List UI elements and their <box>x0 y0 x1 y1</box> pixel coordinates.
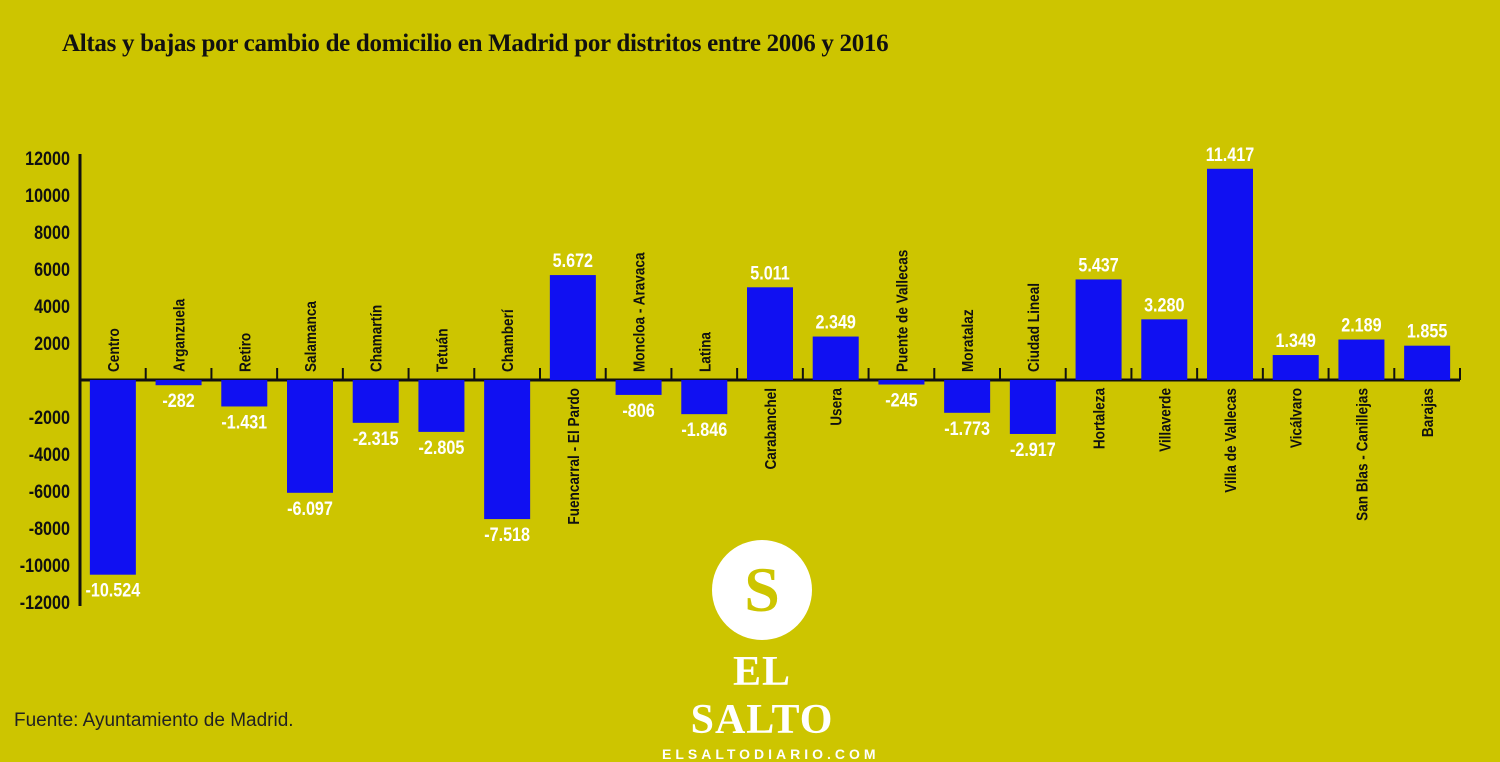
y-tick-label: -4000 <box>29 444 70 466</box>
category-label: Fuencarral - El Pardo <box>566 388 583 525</box>
bar <box>615 380 662 395</box>
bar <box>812 336 859 380</box>
bar <box>681 380 728 415</box>
bar <box>89 380 136 575</box>
bar <box>484 380 531 520</box>
category-label: Chamartín <box>369 305 386 372</box>
category-label: Salamanca <box>303 300 320 372</box>
logo-circle: S <box>712 540 812 640</box>
category-label: Retiro <box>237 333 254 372</box>
category-label: Chamberí <box>500 309 517 372</box>
bar-value-label: -1.773 <box>944 418 990 440</box>
logo-url: ELSALTODIARIO.COM <box>662 746 880 762</box>
category-label: Puente de Vallecas <box>894 250 911 372</box>
category-label: Moratalaz <box>960 309 977 372</box>
bar-value-label: -245 <box>885 389 917 411</box>
bar-value-label: -2.315 <box>353 428 399 450</box>
bar-value-label: -1.846 <box>681 419 727 441</box>
category-label: Moncloa - Aravaca <box>632 252 649 372</box>
bar <box>418 380 465 432</box>
bar <box>352 380 399 423</box>
y-tick-label: -12000 <box>20 592 70 614</box>
y-tick-label: -2000 <box>29 407 70 429</box>
bar-value-label: 2.189 <box>1341 314 1382 336</box>
bar-value-label: -2.805 <box>419 437 465 459</box>
bar-value-label: -806 <box>622 400 654 422</box>
bar <box>1404 345 1451 380</box>
bar-value-label: -282 <box>162 390 194 412</box>
chart-title: Altas y bajas por cambio de domicilio en… <box>62 30 889 57</box>
bar-value-label: 5.011 <box>750 262 790 284</box>
bar <box>1141 319 1188 380</box>
bar <box>1272 355 1319 380</box>
bar-value-label: 5.437 <box>1078 254 1119 276</box>
y-tick-label: -10000 <box>20 555 70 577</box>
y-tick-label: 8000 <box>34 222 70 244</box>
bar <box>1075 279 1122 380</box>
bar-value-label: 11.417 <box>1206 144 1255 166</box>
y-tick-label: 2000 <box>34 333 70 355</box>
bar-value-label: -6.097 <box>287 498 333 520</box>
bar <box>1009 380 1056 434</box>
bar-value-label: -2.917 <box>1010 439 1056 461</box>
y-tick-label: 12000 <box>25 148 70 170</box>
category-label: Villa de Vallecas <box>1223 388 1240 493</box>
el-salto-logo: S EL SALTO ELSALTODIARIO.COM <box>662 540 880 762</box>
category-label: Carabanchel <box>763 388 780 470</box>
source-note: Fuente: Ayuntamiento de Madrid. <box>14 710 294 731</box>
bar <box>155 380 202 386</box>
bar-value-label: 1.855 <box>1407 320 1448 342</box>
category-label: Centro <box>106 328 123 372</box>
bar <box>878 380 925 385</box>
bar <box>747 287 793 380</box>
logo-name: EL SALTO <box>690 649 834 743</box>
bar <box>287 380 333 493</box>
bar-value-label: 5.672 <box>553 250 594 272</box>
bar-value-label: -7.518 <box>484 524 530 546</box>
category-label: Usera <box>829 387 846 425</box>
bar <box>221 380 268 407</box>
bar-value-label: 1.349 <box>1276 330 1317 352</box>
category-label: Tetuán <box>434 328 451 372</box>
category-label: Villaverde <box>1157 388 1174 452</box>
y-tick-label: -6000 <box>29 481 70 503</box>
category-label: Latina <box>697 331 714 372</box>
bar-value-label: -10.524 <box>85 579 140 601</box>
bar <box>1338 339 1385 380</box>
bar-value-label: 3.280 <box>1144 294 1185 316</box>
bar <box>549 275 596 380</box>
y-tick-label: -8000 <box>29 518 70 540</box>
y-tick-label: 10000 <box>25 185 70 207</box>
bar-chart: 12000 10000 8000 6000 4000 2000 -2000 -4000 -600… <box>20 144 1461 614</box>
bar <box>944 380 991 413</box>
category-label: Ciudad Lineal <box>1026 283 1043 372</box>
bar-value-label: 2.349 <box>816 311 857 333</box>
y-tick-label: 6000 <box>34 259 70 281</box>
bar-value-label: -1.431 <box>221 411 267 433</box>
bar <box>1207 168 1253 380</box>
category-label: Arganzuela <box>172 298 189 372</box>
category-label: San Blas - Canillejas <box>1354 388 1371 521</box>
category-label: Barajas <box>1420 388 1437 437</box>
y-tick-label: 4000 <box>34 296 70 318</box>
category-label: Vicálvaro <box>1289 388 1306 448</box>
category-label: Hortaleza <box>1092 387 1109 449</box>
